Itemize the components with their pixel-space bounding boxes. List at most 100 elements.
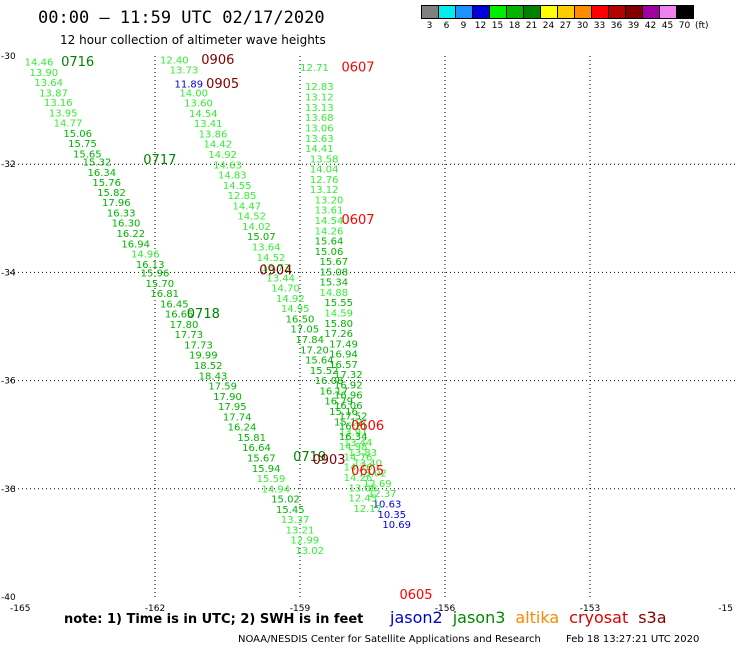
wave-height-point: 14.94: [262, 484, 291, 495]
wave-height-point: 18.43: [199, 371, 228, 382]
wave-height-point: 14.76: [344, 463, 373, 474]
wave-height-point: 14.95: [281, 304, 310, 315]
wave-height-point: 15.12: [334, 417, 363, 428]
wave-height-point: 13.44: [344, 438, 373, 449]
wave-height-point: 17.90: [213, 392, 242, 403]
wave-height-point: 13.20: [315, 195, 344, 206]
wave-height-point: 13.12: [310, 185, 339, 196]
wave-height-point: 17.84: [295, 335, 324, 346]
wave-height-point: 16.34: [88, 168, 117, 179]
color-scale-label: 27: [559, 21, 572, 31]
wave-height-point: 15.81: [237, 433, 266, 444]
wave-height-point: 15.16: [329, 407, 358, 418]
wave-height-point: 19.99: [189, 351, 218, 362]
y-tick-label: -34: [1, 268, 16, 278]
x-tick-label: -153: [580, 604, 600, 614]
wave-height-point: 12.71: [300, 63, 329, 74]
wave-height-point: 16.08: [315, 376, 344, 387]
wave-height-point: 16.06: [334, 401, 363, 412]
wave-height-point: 15.82: [97, 188, 126, 199]
wave-height-point: 17.73: [175, 330, 204, 341]
wave-height-point: 14.96: [131, 250, 160, 261]
units-note: note: 1) Time is in UTC; 2) SWH is in fe…: [64, 612, 364, 627]
wave-height-point: 13.13: [305, 103, 334, 114]
time-label: 0905: [206, 77, 239, 92]
wave-height-point: 17.52: [339, 411, 368, 422]
y-tick-label: -38: [1, 485, 16, 495]
footer: NOAA/NESDIS Center for Satellite Applica…: [238, 634, 699, 645]
wave-height-point: 14.26: [315, 226, 344, 237]
footer-credit: NOAA/NESDIS Center for Satellite Applica…: [238, 634, 541, 645]
chart-subtitle: 12 hour collection of altimeter wave hei…: [60, 33, 326, 47]
color-scale-swatch: [455, 5, 473, 19]
wave-height-point: 13.90: [30, 68, 59, 79]
legend-altika: altika: [515, 608, 560, 627]
wave-height-point: 15.75: [68, 139, 97, 150]
wave-height-point: 13.12: [305, 93, 334, 104]
wave-height-point: 15.32: [83, 158, 112, 169]
wave-height-point: 14.52: [257, 253, 286, 264]
color-scale-label: 18: [508, 21, 521, 31]
legend-cryosat: cryosat: [569, 608, 629, 627]
color-scale-swatch: [540, 5, 558, 19]
color-scale-swatch: [438, 5, 456, 19]
time-label: 0717: [143, 153, 176, 168]
wave-height-point: 13.73: [170, 66, 199, 77]
time-label: 0716: [61, 55, 94, 70]
wave-height-point: 15.76: [92, 178, 121, 189]
wave-height-point: 12.85: [228, 191, 257, 202]
wave-height-point: 12.83: [305, 82, 334, 93]
wave-height-point: 14.54: [315, 216, 344, 227]
time-label: 0718: [187, 307, 220, 322]
time-label: 0607: [341, 60, 374, 75]
time-label: 0605: [351, 464, 384, 479]
wave-height-point: 14.54: [189, 109, 218, 120]
color-scale-label: 36: [610, 21, 623, 31]
color-scale-swatch: [676, 5, 694, 19]
wave-height-point: 15.94: [252, 464, 281, 475]
wave-height-point: 14.04: [310, 165, 339, 176]
wave-height-point: 13.64: [34, 78, 63, 89]
wave-height-point: 10.35: [378, 510, 407, 521]
time-label: 0607: [341, 213, 374, 228]
wave-height-point: 12.37: [368, 489, 397, 500]
time-label: 0605: [399, 588, 432, 603]
color-scale-label: 24: [542, 21, 555, 31]
legend-jason3: jason3: [452, 608, 506, 627]
wave-height-point: 15.06: [315, 247, 344, 258]
wave-height-point: 14.88: [320, 288, 349, 299]
wave-height-point: 17.80: [170, 320, 199, 331]
wave-height-point: 17.73: [184, 340, 213, 351]
wave-height-point: 15.08: [320, 267, 349, 278]
color-scale-swatch: [506, 5, 524, 19]
wave-height-point: 15.52: [310, 366, 339, 377]
color-scale-swatch: [642, 5, 660, 19]
wave-height-point: 17.20: [300, 345, 329, 356]
wave-height-point: 16.94: [121, 239, 150, 250]
wave-height-point: 13.73: [262, 263, 291, 274]
axis-tick-labels: -165 -162 -159 -156 -153 -15 -30 -32 -34 -36 -38 -4…: [1, 52, 733, 614]
wave-height-point: 13.86: [199, 129, 228, 140]
color-scale-label: 9: [460, 21, 467, 31]
wave-height-point: 12.69: [363, 479, 392, 490]
color-scale-swatch: [591, 5, 609, 19]
color-scale-label: 42: [644, 21, 657, 31]
wave-height-point: 15.59: [257, 474, 286, 485]
color-scale-label: 12: [474, 21, 487, 31]
color-scale-bar: [421, 5, 694, 19]
wave-height-point: 13.21: [286, 525, 315, 536]
wave-height-point: 16.64: [242, 443, 271, 454]
color-scale-swatch: [557, 5, 575, 19]
wave-height-point: 14.52: [237, 212, 266, 223]
wave-height-point: 15.02: [271, 495, 300, 506]
color-scale-label: 6: [443, 21, 450, 31]
wave-height-point: 14.46: [25, 57, 54, 68]
wave-height-point: 15.64: [315, 237, 344, 248]
wave-height-point: 15.06: [63, 129, 92, 140]
wave-height-point: 16.50: [286, 314, 315, 325]
wave-height-point: 16.24: [228, 423, 257, 434]
wave-height-point: 14.41: [305, 144, 334, 155]
wave-height-point: 14.55: [223, 181, 252, 192]
wave-height-point: 15.45: [276, 505, 305, 516]
wave-height-point: 16.22: [117, 229, 146, 240]
